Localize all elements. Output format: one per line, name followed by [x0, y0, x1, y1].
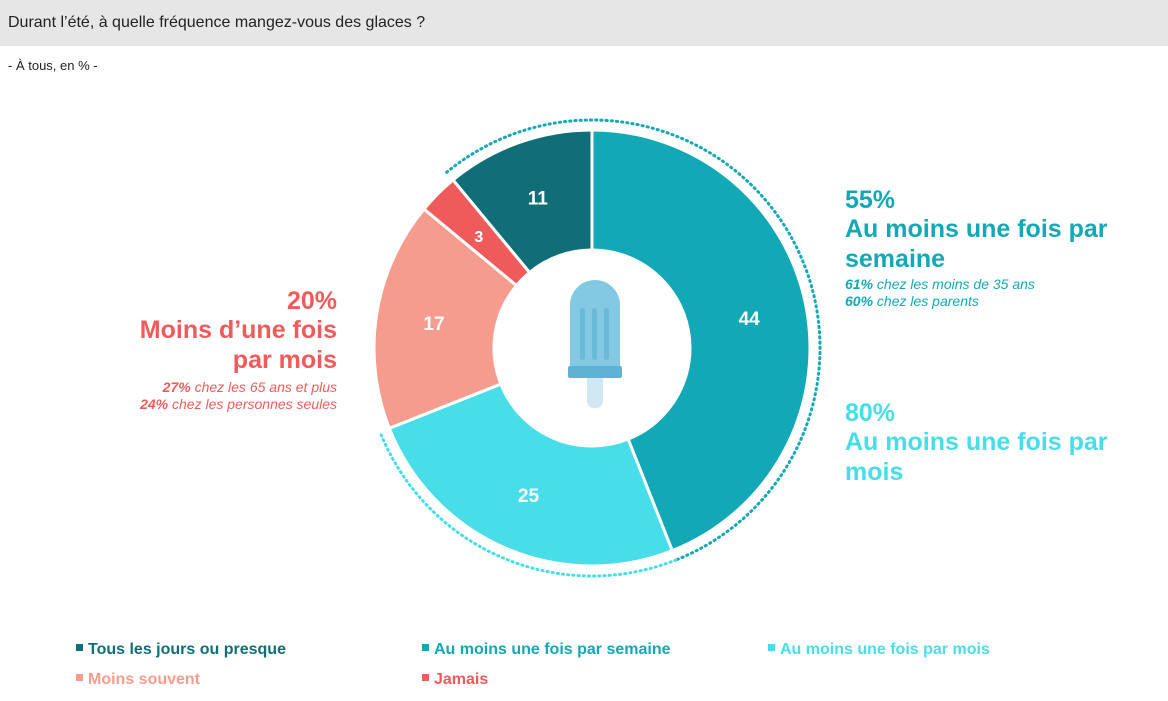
legend-swatch	[76, 644, 83, 652]
annotation-left-sub-2: 24% chez les personnes seules	[140, 396, 337, 413]
legend-label: Moins souvent	[88, 671, 201, 688]
legend-swatch	[422, 644, 429, 652]
annotation-right-bottom: 80% Au moins une fois par mois	[845, 399, 1108, 487]
annotation-right-top-sub-2: 60% chez les parents	[845, 293, 979, 310]
data-label-5: 3	[474, 229, 483, 246]
annotation-right-top: 55% Au moins une fois par semaine 61% ch…	[845, 186, 1108, 311]
annotation-right-bottom-label-2: mois	[845, 457, 904, 486]
legend-item-weekly: Au moins une fois par semaine	[422, 641, 671, 659]
group-arc-weekly	[445, 118, 822, 562]
annotation-left-label-2: par mois	[232, 345, 337, 374]
ice-pop-icon	[568, 280, 622, 408]
donut-slice-5	[421, 177, 532, 288]
annotation-left-label-1: Moins d’une fois	[139, 316, 337, 345]
legend-label: Au moins une fois par semaine	[434, 641, 671, 658]
question-title: Durant l’été, à quelle fréquence mangez-…	[8, 14, 426, 31]
legend-item-monthly: Au moins une fois par mois	[768, 641, 990, 659]
legend-swatch	[768, 644, 775, 652]
legend-item-daily: Tous les jours ou presque	[76, 641, 286, 659]
annotation-right-top-label-2: semaine	[845, 244, 946, 273]
legend-label: Tous les jours ou presque	[88, 641, 286, 658]
annotation-right-top-label-1: Au moins une fois par	[845, 215, 1108, 244]
data-label-1: 11	[528, 188, 549, 209]
data-label-3: 25	[518, 486, 540, 507]
legend-item-less-often: Moins souvent	[76, 671, 200, 689]
header-bar: Durant l’été, à quelle fréquence mangez-…	[0, 0, 1168, 46]
group-arc-monthly	[378, 430, 678, 578]
data-label-2: 44	[739, 309, 761, 330]
base-note: - À tous, en % -	[8, 58, 98, 73]
legend-label: Au moins une fois par mois	[780, 641, 990, 658]
donut-slice-2	[590, 128, 812, 553]
legend-item-never: Jamais	[422, 671, 488, 689]
annotation-left-sub-1: 27% chez les 65 ans et plus	[162, 378, 337, 395]
donut-slice-3	[387, 382, 675, 568]
annotation-right-bottom-label-1: Au moins une fois par	[845, 428, 1108, 457]
annotation-left: 20% Moins d’une fois par mois 27% chez l…	[140, 287, 337, 414]
legend-swatch	[422, 674, 429, 682]
legend-label: Jamais	[434, 671, 489, 688]
annotation-right-top-pct: 55%	[845, 186, 896, 214]
annotation-left-pct: 20%	[286, 287, 337, 315]
donut-slice-4	[372, 206, 519, 431]
annotation-right-bottom-pct: 80%	[845, 399, 896, 427]
annotation-right-top-sub-1: 61% chez les moins de 35 ans	[845, 275, 1035, 292]
legend-swatch	[76, 674, 83, 682]
data-label-4: 17	[423, 314, 444, 335]
